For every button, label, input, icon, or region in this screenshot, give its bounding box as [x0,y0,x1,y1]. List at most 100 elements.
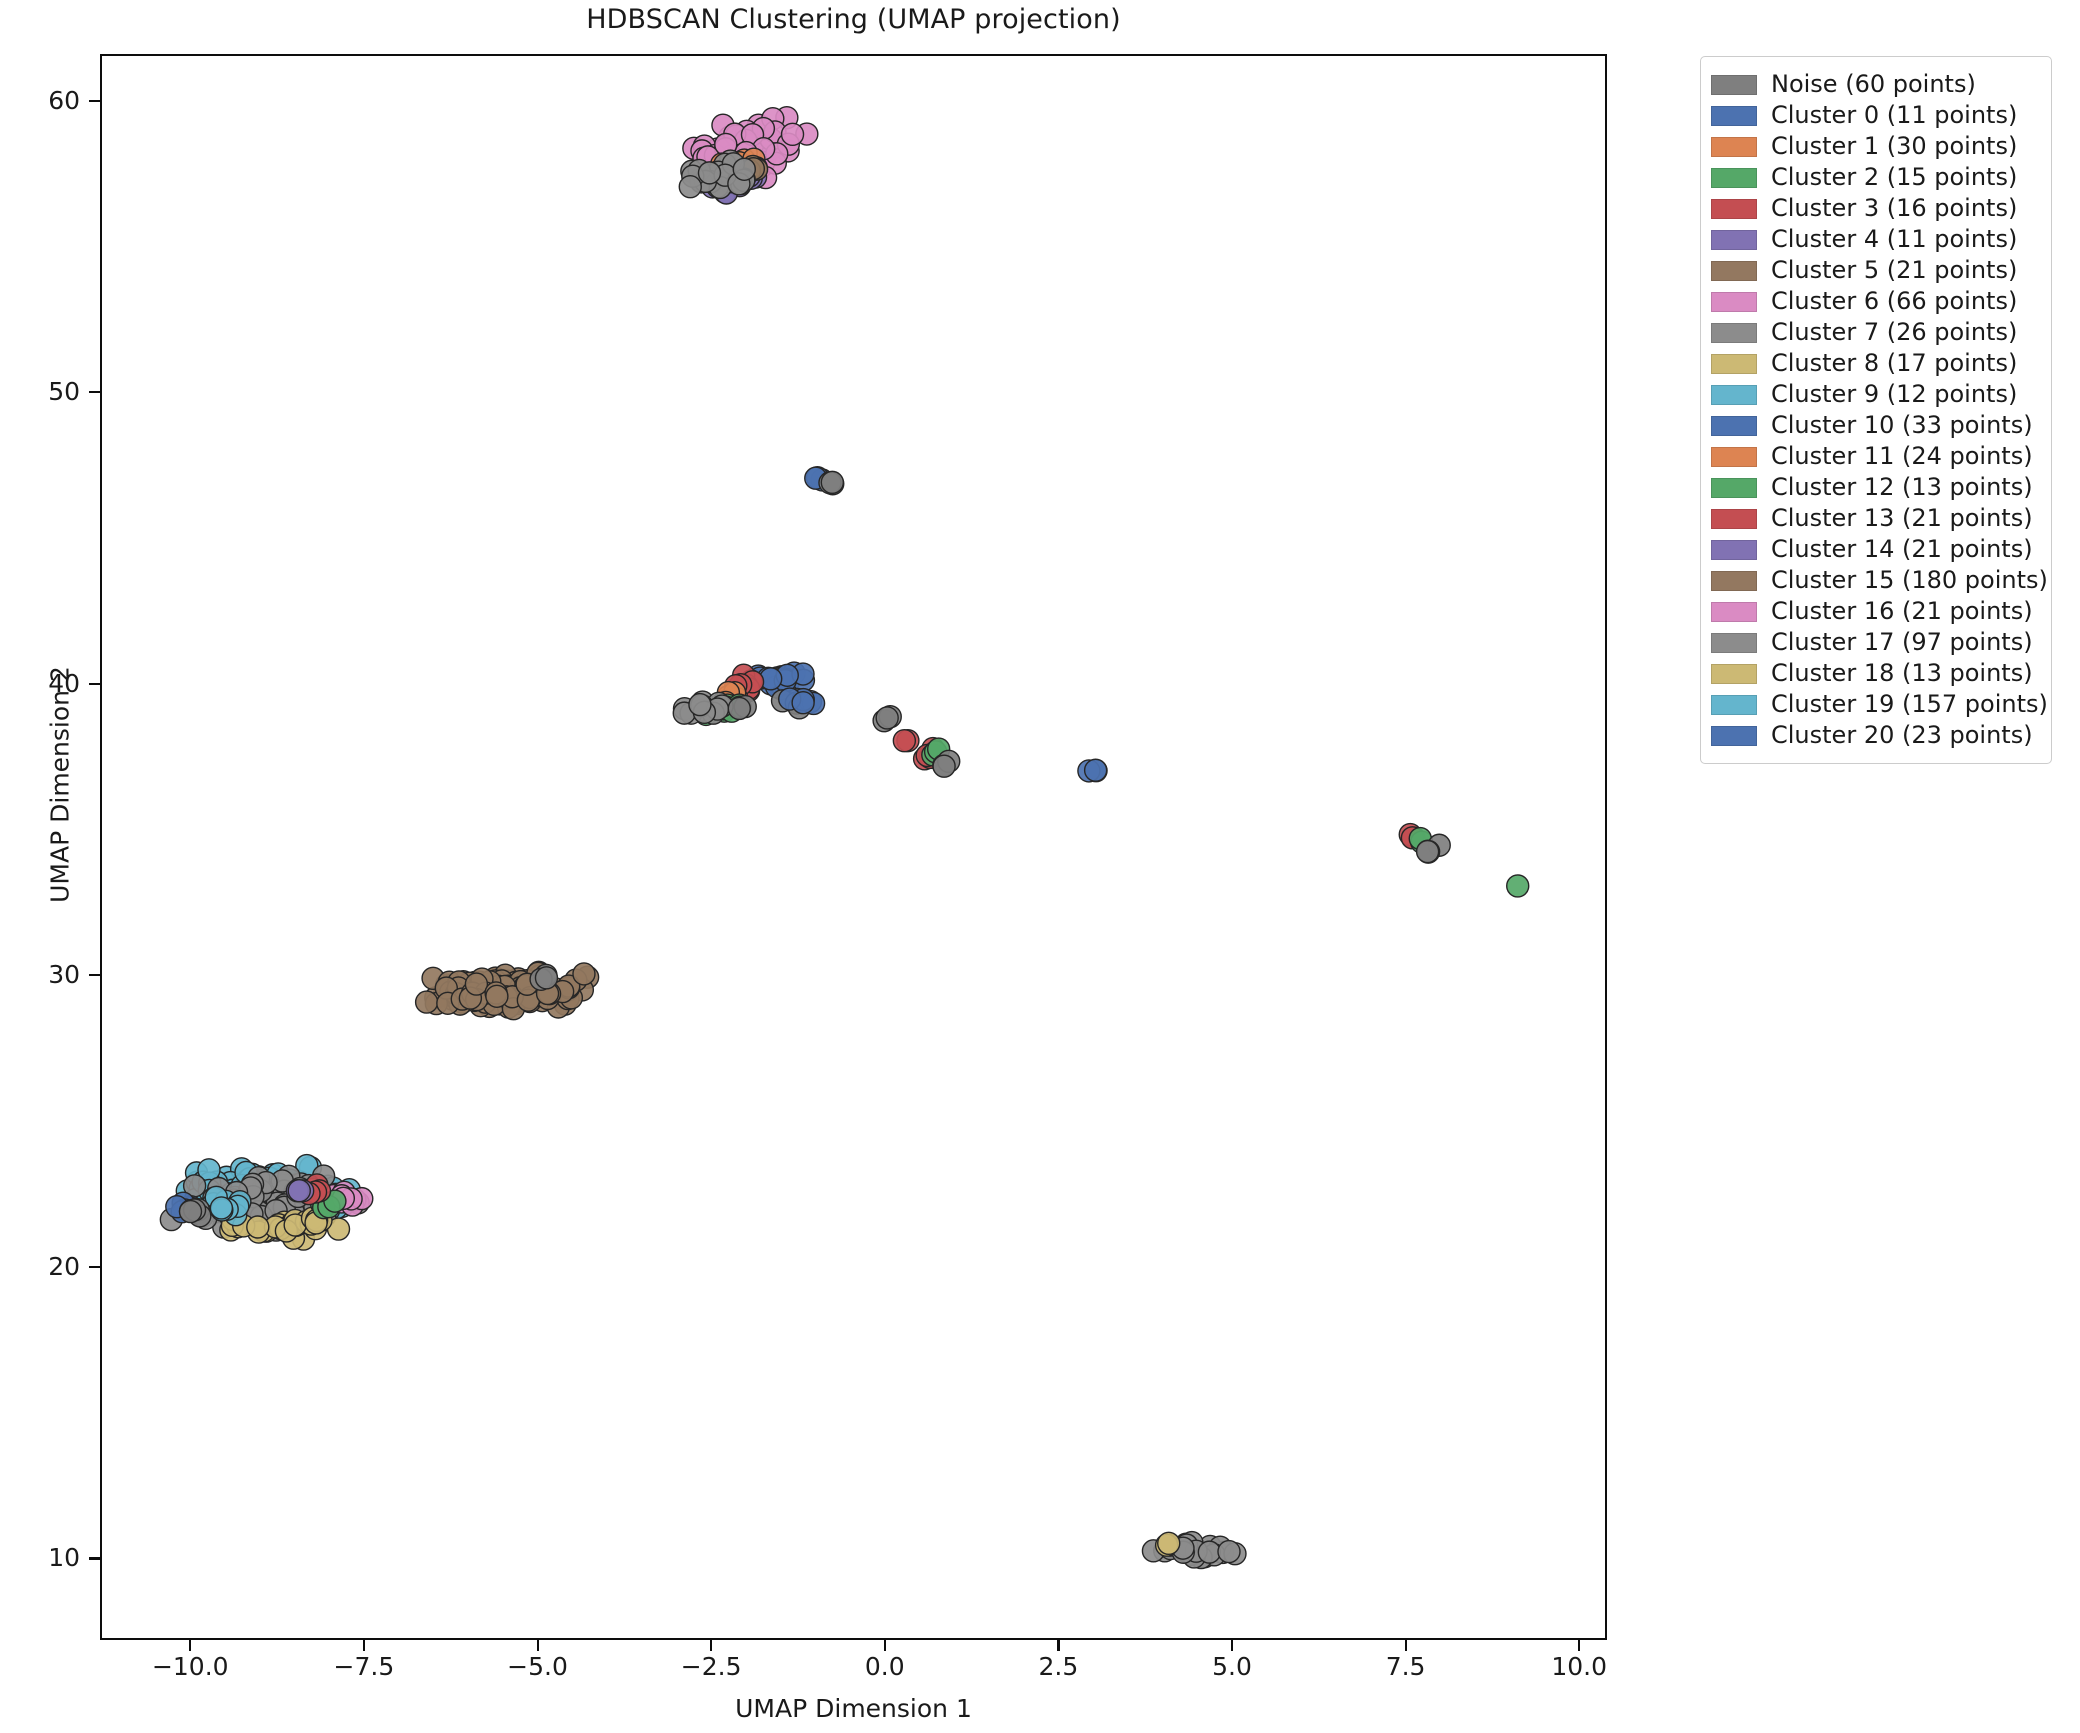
legend-item[interactable]: Cluster 19 (157 points) [1711,689,2048,720]
legend-color-swatch [1711,229,1757,250]
legend-color-swatch [1711,415,1757,436]
legend-item[interactable]: Cluster 20 (23 points) [1711,720,2041,751]
legend-label: Cluster 2 (15 points) [1771,163,2018,191]
scatter-point [688,692,712,717]
x-tick-label: 5.0 [1212,1652,1252,1681]
x-axis-label: UMAP Dimension 1 [735,1694,972,1723]
legend-color-swatch [1711,260,1757,281]
legend-color-swatch [1711,663,1757,684]
y-tick-mark [89,99,100,102]
legend-color-swatch [1711,632,1757,653]
legend-color-swatch [1711,601,1757,622]
legend-item[interactable]: Cluster 17 (97 points) [1711,627,2041,658]
legend-label: Cluster 4 (11 points) [1771,225,2018,253]
legend-item[interactable]: Cluster 16 (21 points) [1711,596,2041,627]
legend-label: Cluster 19 (157 points) [1771,690,2048,718]
scatter-point [1217,1539,1241,1564]
scatter-point [932,754,956,778]
legend-label: Cluster 13 (21 points) [1771,504,2033,532]
legend-color-swatch [1711,384,1757,405]
x-tick-mark [1404,1640,1407,1651]
y-tick-label: 10 [48,1543,80,1573]
legend-label: Cluster 15 (180 points) [1771,566,2048,594]
x-tick-label: −5.0 [507,1652,568,1681]
legend-color-swatch [1711,508,1757,529]
legend-item[interactable]: Cluster 14 (21 points) [1711,534,2041,565]
legend-item[interactable]: Cluster 0 (11 points) [1711,100,2041,131]
legend: Noise (60 points) Cluster 0 (11 points) Cl… [1700,56,2052,764]
legend-label: Cluster 18 (13 points) [1771,659,2033,687]
scatter-point [1415,839,1440,864]
legend-label: Cluster 3 (16 points) [1771,194,2018,222]
scatter-point [727,696,751,721]
legend-color-swatch [1711,198,1757,219]
scatter-point [178,1199,203,1224]
plot-area [100,54,1607,1640]
scatter-point [572,962,596,986]
legend-item[interactable]: Cluster 7 (26 points) [1711,317,2041,348]
x-tick-label: 7.5 [1385,1652,1426,1681]
x-tick-mark [1578,1640,1581,1651]
scatter-point [246,1215,270,1239]
legend-item[interactable]: Cluster 18 (13 points) [1711,658,2041,689]
legend-label: Cluster 1 (30 points) [1771,132,2018,160]
legend-label: Cluster 8 (17 points) [1771,349,2018,377]
legend-item[interactable]: Cluster 13 (21 points) [1711,503,2041,534]
scatter-point [892,729,917,753]
legend-label: Cluster 17 (97 points) [1771,628,2033,656]
scatter-point [791,691,815,715]
x-tick-mark [189,1640,192,1651]
x-tick-label: 10.0 [1551,1652,1608,1681]
legend-item[interactable]: Cluster 3 (16 points) [1711,193,2041,224]
x-tick-mark [710,1640,713,1651]
legend-item[interactable]: Cluster 9 (12 points) [1711,379,2041,410]
x-tick-mark [362,1640,366,1651]
legend-color-swatch [1711,694,1757,715]
y-tick-mark [89,974,100,977]
legend-color-swatch [1711,136,1757,157]
scatter-point [464,972,489,996]
legend-color-swatch [1711,477,1757,498]
legend-label: Cluster 20 (23 points) [1771,721,2033,749]
legend-item[interactable]: Cluster 4 (11 points) [1711,224,2041,255]
y-tick-mark [89,682,100,685]
scatter-point [732,157,756,181]
legend-item[interactable]: Cluster 10 (33 points) [1711,410,2041,441]
legend-item[interactable]: Cluster 6 (66 points) [1711,286,2041,317]
legend-color-swatch [1711,353,1757,374]
legend-label: Cluster 7 (26 points) [1771,318,2018,346]
legend-color-swatch [1711,167,1757,188]
legend-label: Cluster 5 (21 points) [1771,256,2018,284]
legend-item[interactable]: Cluster 12 (13 points) [1711,472,2041,503]
y-axis-label: UMAP Dimension 2 [45,666,75,903]
y-tick-label: 30 [48,960,80,990]
x-tick-label: −10.0 [151,1652,229,1681]
legend-label: Cluster 6 (66 points) [1771,287,2018,315]
y-tick-label: 20 [48,1251,80,1281]
legend-item[interactable]: Cluster 11 (24 points) [1711,441,2041,472]
legend-label: Noise (60 points) [1771,70,1976,98]
legend-item[interactable]: Cluster 8 (17 points) [1711,348,2041,379]
legend-item[interactable]: Cluster 5 (21 points) [1711,255,2041,286]
legend-item[interactable]: Cluster 2 (15 points) [1711,162,2041,193]
scatter-point [820,470,845,495]
legend-color-swatch [1711,570,1757,591]
scatter-points [159,105,1530,1570]
legend-color-swatch [1711,725,1757,746]
x-tick-label: −2.5 [680,1652,742,1681]
x-tick-mark [883,1640,886,1651]
legend-item[interactable]: Noise (60 points) [1711,69,2041,100]
legend-item[interactable]: Cluster 15 (180 points) [1711,565,2048,596]
x-tick-label: 0.0 [864,1652,905,1681]
x-tick-mark [536,1640,539,1651]
legend-item[interactable]: Cluster 1 (30 points) [1711,131,2041,162]
y-tick-mark [89,1557,100,1560]
scatter-point [780,122,805,147]
scatter-point [414,990,439,1014]
x-tick-label: −7.5 [333,1652,395,1681]
y-tick-label: 40 [48,668,80,698]
scatter-layer [102,56,1605,1638]
legend-label: Cluster 16 (21 points) [1771,597,2033,625]
scatter-point [209,1196,234,1220]
page-title: HDBSCAN Clustering (UMAP projection) [586,4,1121,35]
